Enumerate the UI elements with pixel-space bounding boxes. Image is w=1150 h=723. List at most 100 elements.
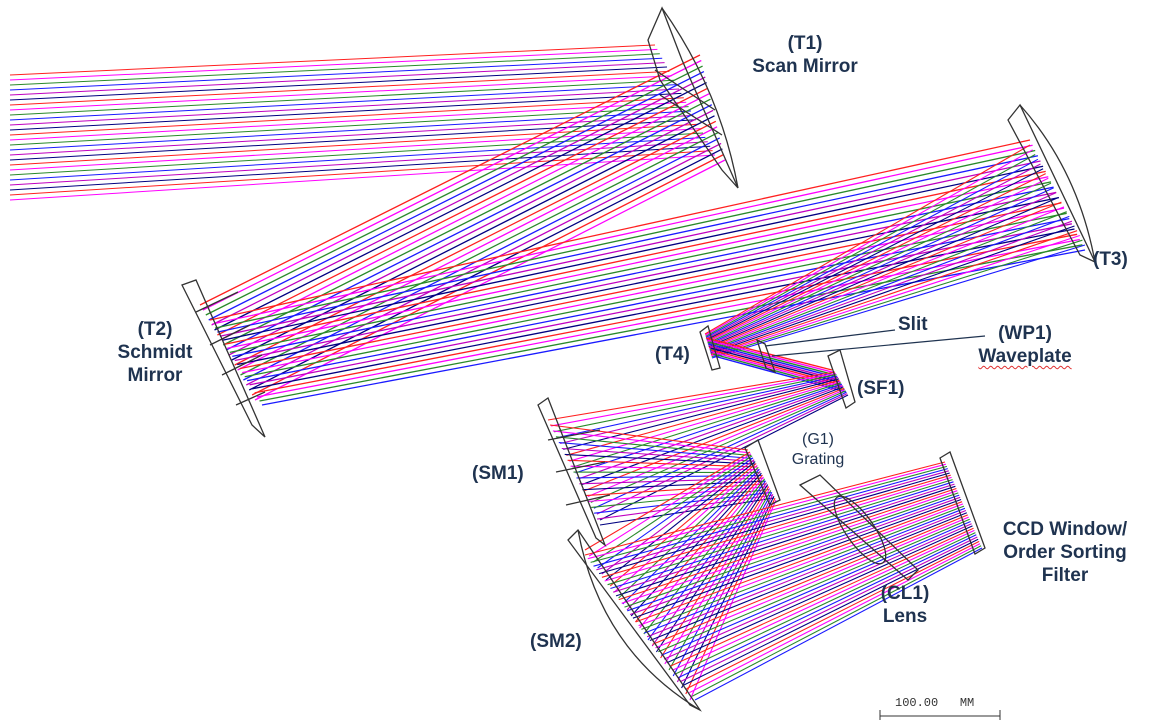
ray-line: [691, 545, 982, 697]
ray-line: [199, 54, 701, 306]
ray-line: [208, 71, 705, 321]
ray-line: [706, 339, 834, 374]
ray-line: [9, 44, 656, 76]
ray-line: [240, 131, 719, 376]
ray-line: [217, 87, 709, 336]
ray-line: [706, 168, 1044, 341]
ccd-window-filter: [939, 451, 986, 555]
ray-line: [683, 538, 979, 686]
ray-line: [9, 92, 682, 131]
ray-line: [551, 372, 836, 427]
label-wp1: (WP1) Waveplate: [965, 322, 1085, 368]
ray-line: [217, 155, 1039, 333]
ray-line: [709, 211, 1067, 351]
ray-line: [618, 487, 957, 601]
ray-line: [705, 158, 1039, 338]
ray-line: [9, 154, 716, 201]
ray-line: [228, 109, 714, 356]
ray-line: [224, 170, 1046, 345]
ray-line: [630, 472, 762, 617]
ray-line: [598, 472, 950, 575]
ray-line: [9, 101, 687, 141]
ray-line: [643, 478, 766, 635]
grating-g1: [744, 439, 781, 506]
rays-sf1-to-sm1: [547, 371, 849, 521]
ray-line: [584, 451, 751, 551]
ray-line: [655, 516, 969, 649]
ray-line: [9, 88, 680, 126]
ray-line: [581, 386, 844, 486]
ray-line: [638, 503, 964, 627]
ray-line: [237, 126, 718, 371]
ray-line: [710, 220, 1073, 353]
label-sm2: (SM2): [530, 631, 582, 652]
ray-line: [242, 207, 1065, 374]
ray-line: [552, 430, 750, 454]
ray-line: [627, 494, 960, 612]
ray-line: [704, 144, 1031, 335]
ray-line: [234, 191, 1057, 362]
label-t2-id: (T2): [137, 319, 173, 340]
ray-line: [711, 349, 842, 386]
ray-line: [596, 393, 848, 515]
ray-line: [705, 154, 1036, 337]
ray-line: [629, 496, 961, 616]
ray-line: [9, 123, 699, 166]
ray-line: [711, 234, 1080, 357]
label-slit: Slit: [898, 314, 928, 335]
label-ccd-3: Filter: [1041, 565, 1089, 586]
ray-line: [229, 181, 1052, 354]
ray-line: [584, 387, 845, 492]
ray-line: [9, 97, 684, 136]
ray-line: [593, 391, 847, 509]
ray-line: [246, 142, 722, 386]
ray-line: [9, 150, 713, 196]
ray-line: [9, 145, 711, 191]
ray-line: [707, 187, 1054, 345]
ray-line: [658, 518, 970, 653]
label-g1-name: Grating: [791, 451, 845, 468]
ray-line: [708, 343, 837, 378]
ray-line: [644, 507, 966, 634]
spherical-mirror-sm2: [567, 528, 702, 712]
mirror-t3: [1007, 103, 1097, 264]
rays-input-to-t1: [9, 44, 716, 201]
label-t1-name: Scan Mirror: [752, 56, 858, 77]
ray-line: [212, 144, 1033, 325]
ray-line: [573, 471, 761, 474]
ray-line: [572, 382, 842, 468]
ray-line: [9, 106, 689, 146]
ray-line: [710, 347, 840, 383]
spherical-mirror-sm1: [537, 396, 611, 547]
ray-line: [9, 79, 675, 116]
ray-line: [9, 48, 658, 81]
ray-line: [9, 70, 670, 106]
ray-line: [205, 65, 703, 316]
ray-line: [613, 483, 955, 593]
ray-bundles: [9, 44, 1086, 701]
ray-line: [669, 527, 974, 668]
optical-components: [181, 6, 1097, 712]
ray-line: [557, 375, 838, 439]
ray-line: [259, 244, 1083, 402]
ray-line: [251, 228, 1075, 390]
ray-line: [566, 379, 840, 456]
ray-line: [709, 206, 1065, 350]
ray-line: [689, 543, 981, 694]
label-t2-name-2: Mirror: [127, 365, 183, 386]
label-cl1-id: (CL1): [880, 583, 930, 604]
label-wp1-id: (WP1): [998, 323, 1052, 344]
ray-line: [635, 501, 963, 623]
ray-line: [254, 233, 1078, 394]
ray-line: [599, 497, 775, 526]
label-t4: (T4): [655, 344, 690, 365]
rays-sm2-to-ccd: [584, 461, 983, 701]
ray-line: [709, 345, 839, 381]
ray-line: [621, 490, 958, 604]
ray-line: [9, 62, 665, 96]
ray-line: [9, 84, 677, 121]
ray-line: [239, 202, 1062, 370]
ray-line: [569, 380, 841, 462]
scale-bar-unit: MM: [959, 696, 975, 710]
